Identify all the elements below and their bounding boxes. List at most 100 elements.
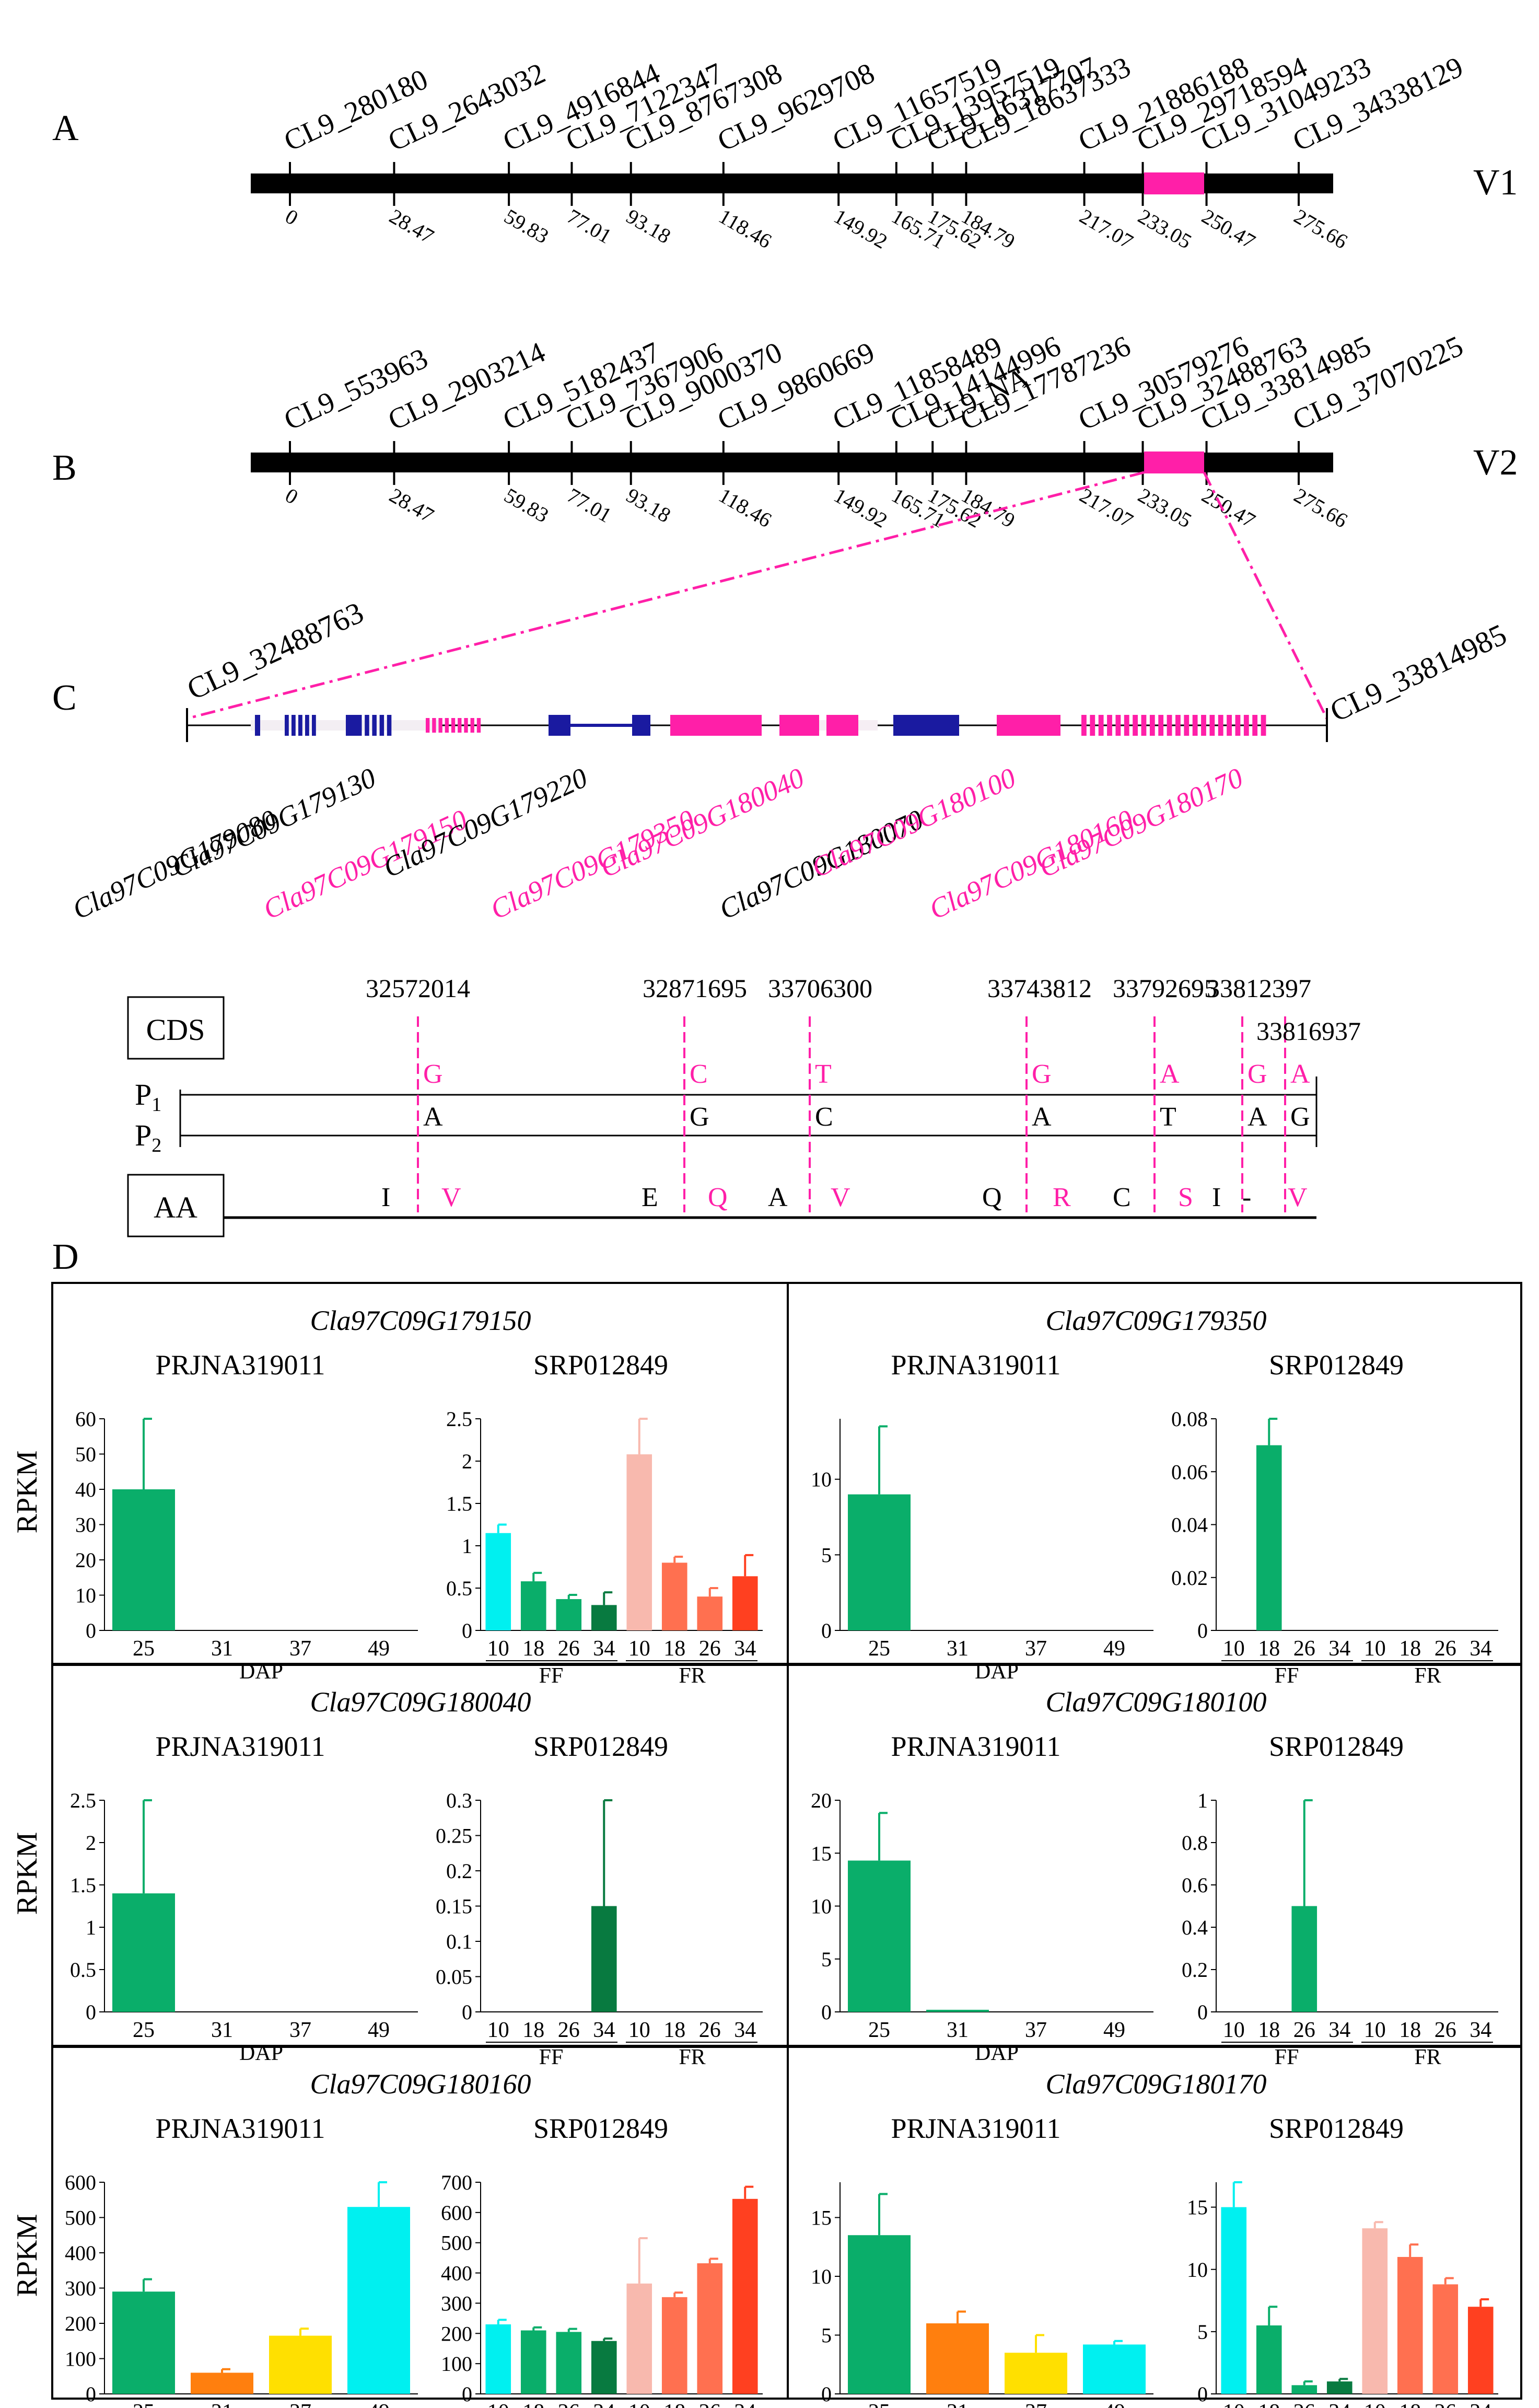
exon (1201, 715, 1206, 736)
y-tick-label: 10 (811, 1895, 832, 1918)
exon (1252, 715, 1258, 736)
bar (848, 2235, 911, 2394)
exon (357, 715, 362, 736)
y-tick-label: 600 (441, 2201, 472, 2225)
bar (556, 1599, 582, 1630)
x-tick-label: 26 (558, 1637, 580, 1661)
y-axis-label: RPKM (11, 1832, 43, 1915)
bar (520, 1581, 546, 1630)
aa-ref: E (642, 1183, 658, 1212)
x-tick-label: 31 (211, 2400, 233, 2408)
gene-title: Cla97C09G180040 (310, 1686, 531, 1718)
map-position-label: 0 (282, 204, 302, 230)
aa-label: AA (154, 1190, 197, 1224)
bar (1432, 2284, 1459, 2394)
x-axis-label: DAP (975, 1660, 1019, 1684)
bar-chart: SRP012849 0 0.05 0.1 0.15 0.2 0.25 0.3 10 18 26 34 1… (436, 1731, 763, 2069)
gene-label: Cla97C09G180170 (1034, 762, 1248, 884)
exon (1243, 715, 1249, 736)
x-tick-label: 10 (487, 1637, 509, 1661)
x-tick-label: 26 (558, 2400, 580, 2408)
bar (626, 2283, 652, 2394)
x-tick-label: 26 (1435, 2400, 1456, 2408)
y-tick-label: 0.8 (1182, 1831, 1208, 1855)
x-tick-label: 31 (211, 2018, 233, 2042)
map-position-label: 217.07 (1076, 483, 1137, 532)
map-position-label: 233.05 (1134, 204, 1196, 253)
exon (470, 718, 474, 733)
x-tick-label: 49 (1103, 2018, 1125, 2042)
x-tick-label: 49 (1103, 1637, 1125, 1661)
x-tick-label: 18 (522, 1637, 544, 1661)
map-position-label: 149.92 (830, 483, 892, 532)
map-position-label: 0 (282, 483, 302, 509)
bar (1221, 2207, 1247, 2394)
map-position-label: 28.47 (386, 204, 438, 248)
aa-alt: Q (708, 1183, 728, 1212)
x-tick-label: 26 (1293, 1637, 1315, 1661)
aa-ref: I (1212, 1183, 1221, 1212)
exon (1133, 715, 1138, 736)
snp-p2-base: A (1247, 1102, 1267, 1132)
gene-title: Cla97C09G180100 (1045, 1686, 1266, 1718)
y-tick-label: 2.5 (70, 1789, 96, 1812)
x-tick-label: 37 (289, 2018, 311, 2042)
y-tick-label: 0.5 (70, 1958, 96, 1982)
y-tick-label: 0 (86, 2382, 96, 2406)
x-tick-label: 10 (628, 2018, 650, 2042)
x-tick-label: 10 (1223, 1637, 1245, 1661)
x-tick-label: 18 (1399, 2400, 1421, 2408)
snp-p2-base: G (1290, 1102, 1310, 1132)
bar-chart: Cla97C09G179150RPKMPRJNA3190110102030405… (11, 1305, 531, 1684)
y-tick-label: 1.5 (446, 1492, 472, 1515)
chart-title: PRJNA319011 (155, 1731, 325, 1762)
bar (1397, 2256, 1423, 2394)
bar (269, 2335, 332, 2394)
snp-p2-base: A (1032, 1102, 1052, 1132)
map-position-label: 77.01 (563, 204, 615, 248)
bar (661, 2297, 687, 2394)
snp-p1-base: C (690, 1059, 708, 1089)
snp-p1-base: A (1290, 1059, 1310, 1089)
y-tick-label: 15 (1187, 2196, 1208, 2219)
x-tick-label: 10 (1364, 2018, 1386, 2042)
y-tick-label: 600 (65, 2171, 96, 2194)
bar (1291, 1906, 1318, 2012)
x-tick-label: 34 (1470, 2018, 1491, 2042)
y-tick-label: 5 (821, 2324, 832, 2347)
snp-p1-base: G (423, 1059, 443, 1089)
bar-chart: SRP012849 0 0.2 0.4 0.6 0.8 1 10 18 26 34 10 18 26 34 F… (1182, 1731, 1498, 2069)
exon (1192, 715, 1198, 736)
y-tick-label: 1.5 (70, 1873, 96, 1897)
x-tick-label: 34 (593, 1637, 615, 1661)
aa-alt: V (441, 1183, 461, 1212)
cds-label: CDS (146, 1013, 205, 1047)
map-position-label: 118.46 (715, 204, 775, 253)
bar (347, 2207, 410, 2394)
snp-position-label: 32871695 (643, 974, 747, 1003)
zoom-line-right (1203, 471, 1328, 720)
region-right-marker: CL9_33814985 (1325, 617, 1511, 728)
snp-p2-base: C (815, 1102, 833, 1132)
y-tick-label: 400 (65, 2241, 96, 2265)
bar (591, 2341, 617, 2394)
gene-title: Cla97C09G180160 (310, 2068, 531, 2100)
snp-p1-base: G (1247, 1059, 1267, 1089)
x-tick-label: 34 (593, 2400, 615, 2408)
aa-alt: R (1053, 1183, 1071, 1212)
aa-ref: A (768, 1183, 788, 1212)
gene-track (251, 715, 1266, 736)
exon (1175, 715, 1181, 736)
exon (292, 715, 296, 736)
x-tick-label: 37 (1025, 1637, 1047, 1661)
y-tick-label: 0.2 (1182, 1958, 1208, 1982)
bar-chart: Cla97C09G180160RPKMPRJNA3190110100200300… (11, 2068, 531, 2408)
bar (1083, 2344, 1146, 2394)
y-tick-label: 0 (821, 2382, 832, 2406)
bar (732, 2198, 758, 2394)
map-position-label: 93.18 (622, 204, 674, 248)
y-tick-label: 0.1 (446, 1930, 472, 1953)
x-tick-label: 18 (663, 2400, 685, 2408)
y-tick-label: 0 (1197, 2000, 1208, 2024)
